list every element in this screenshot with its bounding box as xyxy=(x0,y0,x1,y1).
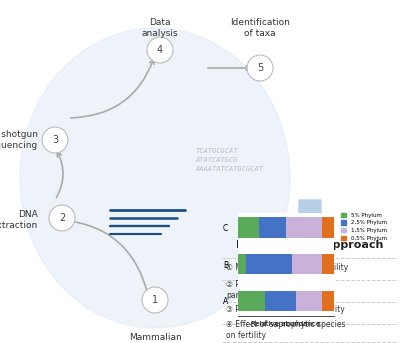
Text: ③ Probiotics for male infertility: ③ Probiotics for male infertility xyxy=(226,306,345,315)
Circle shape xyxy=(42,127,68,153)
Bar xyxy=(286,217,322,237)
Bar xyxy=(322,291,334,311)
Circle shape xyxy=(142,287,168,313)
X-axis label: Relative abundance: Relative abundance xyxy=(252,321,320,327)
Text: 3: 3 xyxy=(52,135,58,145)
Bar xyxy=(238,254,246,274)
Text: Identification
of taxa: Identification of taxa xyxy=(230,18,290,38)
Circle shape xyxy=(147,37,173,63)
Bar xyxy=(246,254,292,274)
Text: 16S or shotgun
sequencing: 16S or shotgun sequencing xyxy=(0,130,38,150)
Text: 1: 1 xyxy=(152,295,158,305)
Bar xyxy=(296,291,322,311)
Text: 5: 5 xyxy=(257,63,263,73)
Bar xyxy=(265,291,296,311)
FancyArrow shape xyxy=(295,200,325,228)
Text: Metagenomic Approach: Metagenomic Approach xyxy=(236,240,384,250)
Bar xyxy=(322,217,334,237)
Bar xyxy=(259,217,286,237)
Legend: 5% Phylum, 2,5% Phylum, 1,5% Phylum, 0,5% Phylum: 5% Phylum, 2,5% Phylum, 1,5% Phylum, 0,5… xyxy=(339,210,389,243)
Text: 4: 4 xyxy=(157,45,163,55)
Ellipse shape xyxy=(20,28,290,328)
Text: TCATGCGCAT
ATATCATGCG
AAAATATCATGCGCAT: TCATGCGCAT ATATCATGCG AAAATATCATGCGCAT xyxy=(195,148,263,172)
Text: Data
analysis: Data analysis xyxy=(142,18,178,38)
Bar xyxy=(238,291,265,311)
Circle shape xyxy=(49,205,75,231)
Bar xyxy=(238,217,259,237)
Bar xyxy=(292,254,322,274)
Text: ② Patogen´s impact sperm
parameters: ② Patogen´s impact sperm parameters xyxy=(226,280,330,300)
Text: DNA
extraction: DNA extraction xyxy=(0,210,38,230)
Text: Mammalian
semen: Mammalian semen xyxy=(129,333,181,343)
Text: 2: 2 xyxy=(59,213,65,223)
Text: ④ Effect of saprophytic species
on fertility: ④ Effect of saprophytic species on ferti… xyxy=(226,320,346,340)
Bar xyxy=(322,254,334,274)
Circle shape xyxy=(247,55,273,81)
Text: ① Microbiome in male infertility: ① Microbiome in male infertility xyxy=(226,263,348,272)
